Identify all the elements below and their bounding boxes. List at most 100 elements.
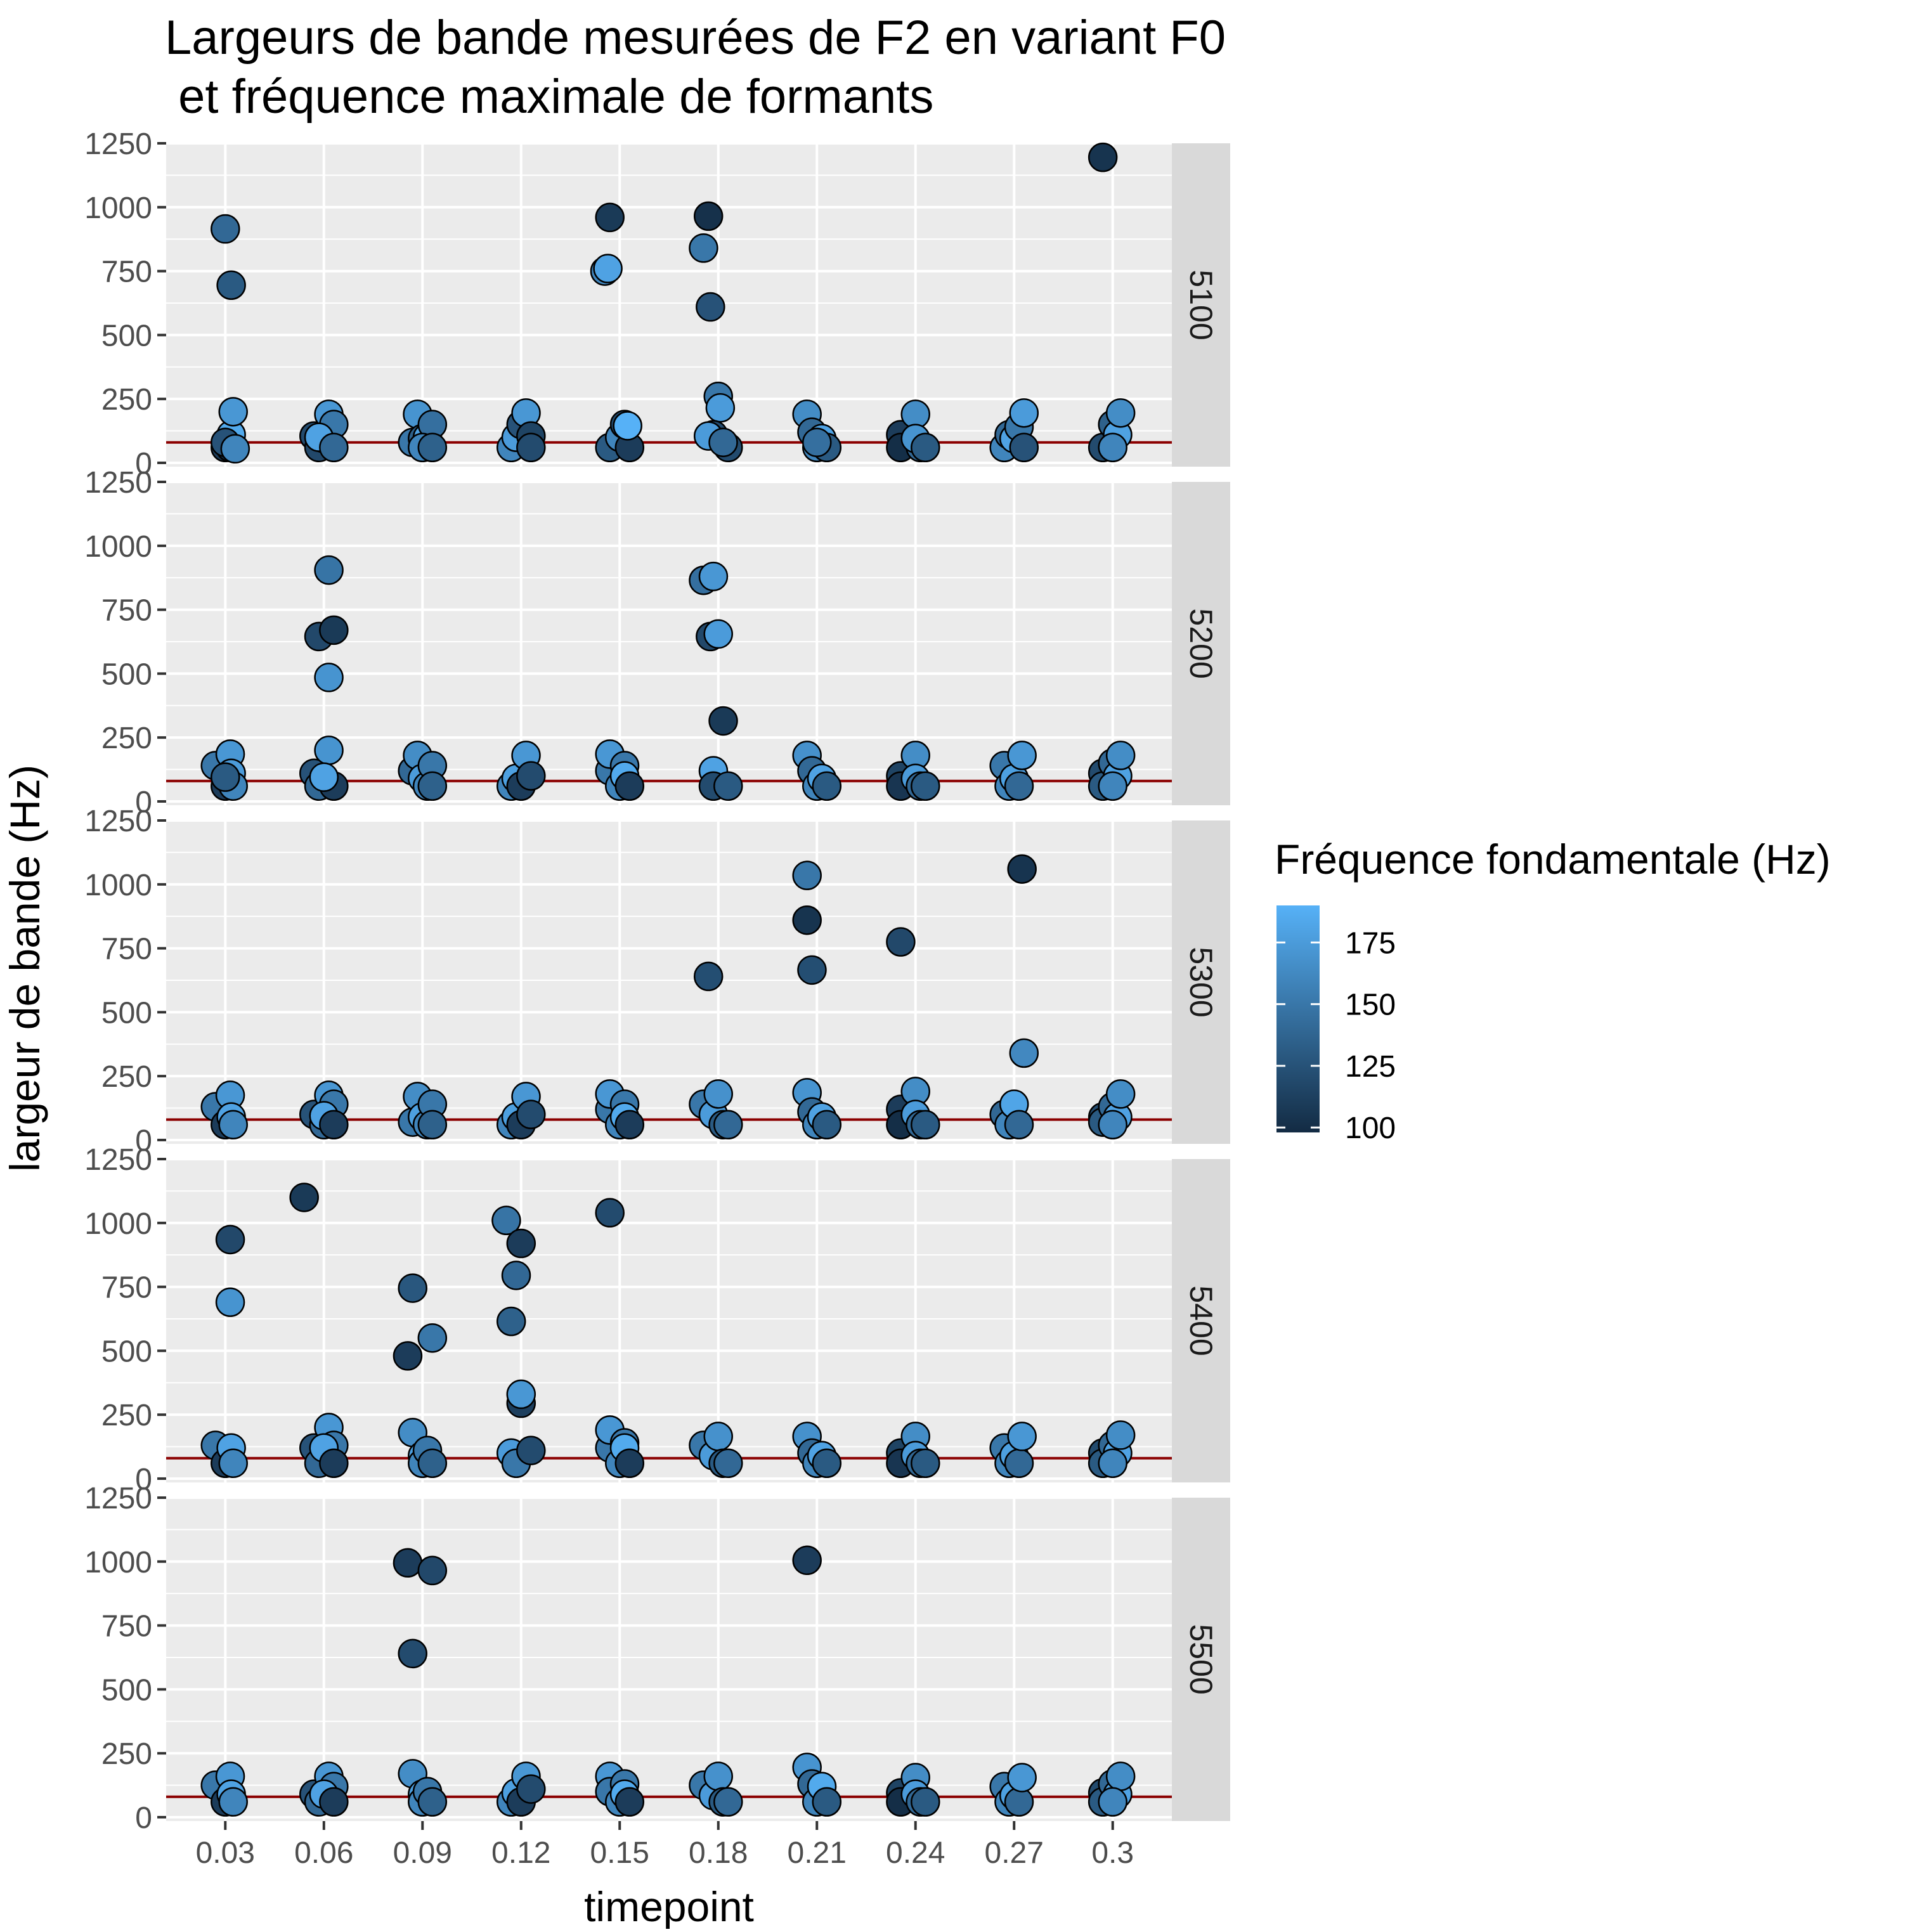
data-point — [417, 1555, 448, 1586]
data-point — [802, 427, 832, 457]
data-point — [886, 927, 916, 957]
facet-panel-5100: 0 250 500 750 1000 1250 5100 — [84, 127, 1230, 481]
x-tick-label: 0.15 — [590, 1836, 649, 1870]
data-point — [689, 233, 718, 263]
data-point — [314, 663, 344, 692]
data-point — [393, 1548, 423, 1578]
y-tick-label: 1000 — [84, 1546, 152, 1579]
y-tick-label: 750 — [101, 256, 152, 289]
data-point — [516, 1436, 546, 1465]
data-point — [812, 1448, 842, 1479]
y-tick-label: 1000 — [84, 191, 152, 225]
data-point — [812, 1787, 842, 1817]
facet-panel-5200: 0 250 500 750 1000 1250 5200 — [84, 466, 1230, 819]
y-tick-label: 1250 — [84, 1482, 152, 1515]
data-point — [506, 1379, 536, 1410]
data-point — [215, 1224, 245, 1255]
data-point — [693, 201, 724, 231]
data-point — [491, 1205, 521, 1236]
data-point — [218, 397, 248, 427]
y-tick-label: 0 — [135, 1801, 152, 1835]
data-point — [1098, 771, 1127, 801]
data-point — [417, 1787, 448, 1817]
data-point — [1098, 432, 1127, 463]
data-point — [1004, 1448, 1034, 1479]
data-point — [1004, 771, 1034, 801]
legend-tick-label: 175 — [1345, 926, 1396, 960]
data-point — [319, 432, 349, 463]
data-point — [1004, 1110, 1034, 1140]
y-tick-label: 0 — [135, 1463, 152, 1496]
data-point — [703, 1422, 733, 1451]
data-point — [1009, 398, 1039, 428]
y-tick-label: 1250 — [84, 805, 152, 838]
data-point — [319, 1110, 349, 1140]
facet-strip — [1172, 482, 1230, 805]
data-point — [309, 762, 339, 792]
data-point — [703, 1079, 733, 1109]
facet-strip-label: 5100 — [1183, 269, 1219, 340]
y-tick-label: 0 — [135, 1124, 152, 1158]
data-point — [595, 202, 625, 233]
data-point — [1105, 1761, 1136, 1791]
x-tick-label: 0.27 — [985, 1836, 1044, 1870]
data-point — [218, 1787, 248, 1817]
x-tick-label: 0.21 — [788, 1836, 847, 1870]
data-point — [319, 615, 349, 645]
data-point — [216, 270, 246, 301]
data-point — [211, 214, 240, 244]
data-point — [516, 761, 546, 791]
data-point — [614, 1787, 645, 1817]
data-point — [911, 1787, 940, 1817]
data-point — [417, 1323, 448, 1353]
y-tick-label: 0 — [135, 786, 152, 819]
data-point — [911, 1110, 940, 1140]
data-point — [319, 1448, 349, 1479]
data-point — [417, 771, 448, 801]
data-point — [319, 1787, 349, 1817]
data-point — [708, 706, 738, 736]
data-point — [911, 432, 940, 463]
x-axis-label: timepoint — [584, 1883, 754, 1929]
data-point — [289, 1183, 319, 1212]
data-point — [792, 905, 822, 935]
data-point — [215, 1287, 245, 1318]
y-tick-label: 1250 — [84, 1143, 152, 1177]
data-point — [1098, 1448, 1127, 1479]
data-point — [708, 427, 738, 457]
data-point — [1105, 398, 1136, 428]
x-tick-label: 0.06 — [294, 1836, 353, 1870]
legend-colorbar — [1276, 905, 1320, 1132]
y-tick-label: 1250 — [84, 466, 152, 500]
data-point — [516, 1099, 546, 1129]
chart-title-line-1: Largeurs de bande mesurées de F2 en vari… — [165, 11, 1226, 65]
data-point — [496, 1306, 526, 1337]
data-point — [698, 561, 729, 592]
color-legend: 100 125 150 175 — [1276, 905, 1396, 1145]
y-tick-label: 1000 — [84, 1207, 152, 1241]
chart-title-line-2: et fréquence maximale de formants — [165, 70, 933, 124]
legend-tick-label: 150 — [1345, 989, 1396, 1022]
data-point — [1004, 1787, 1034, 1817]
y-tick-label: 500 — [101, 319, 152, 353]
facet-panels: 0 250 500 750 1000 1250 5100 0 250 500 750 1000 1250… — [84, 127, 1230, 1870]
y-tick-label: 750 — [101, 933, 152, 966]
facet-panel-5500: 0 250 500 750 1000 1250 5500 — [84, 1482, 1230, 1835]
data-point — [314, 736, 344, 765]
data-point — [417, 1110, 448, 1140]
x-tick-label: 0.03 — [196, 1836, 255, 1870]
x-tick-label: 0.24 — [886, 1836, 945, 1870]
y-tick-label: 250 — [101, 1399, 152, 1432]
x-tick-label: 0.09 — [393, 1836, 452, 1870]
data-point — [614, 1448, 645, 1479]
x-tick-label: 0.3 — [1091, 1836, 1134, 1870]
y-tick-label: 500 — [101, 1335, 152, 1368]
y-tick-label: 500 — [101, 1673, 152, 1707]
y-tick-label: 1250 — [84, 127, 152, 161]
legend-title: Fréquence fondamentale (Hz) — [1275, 836, 1831, 883]
data-point — [516, 432, 546, 463]
facet-strip-label: 5400 — [1183, 1285, 1219, 1356]
data-point — [703, 1761, 733, 1791]
